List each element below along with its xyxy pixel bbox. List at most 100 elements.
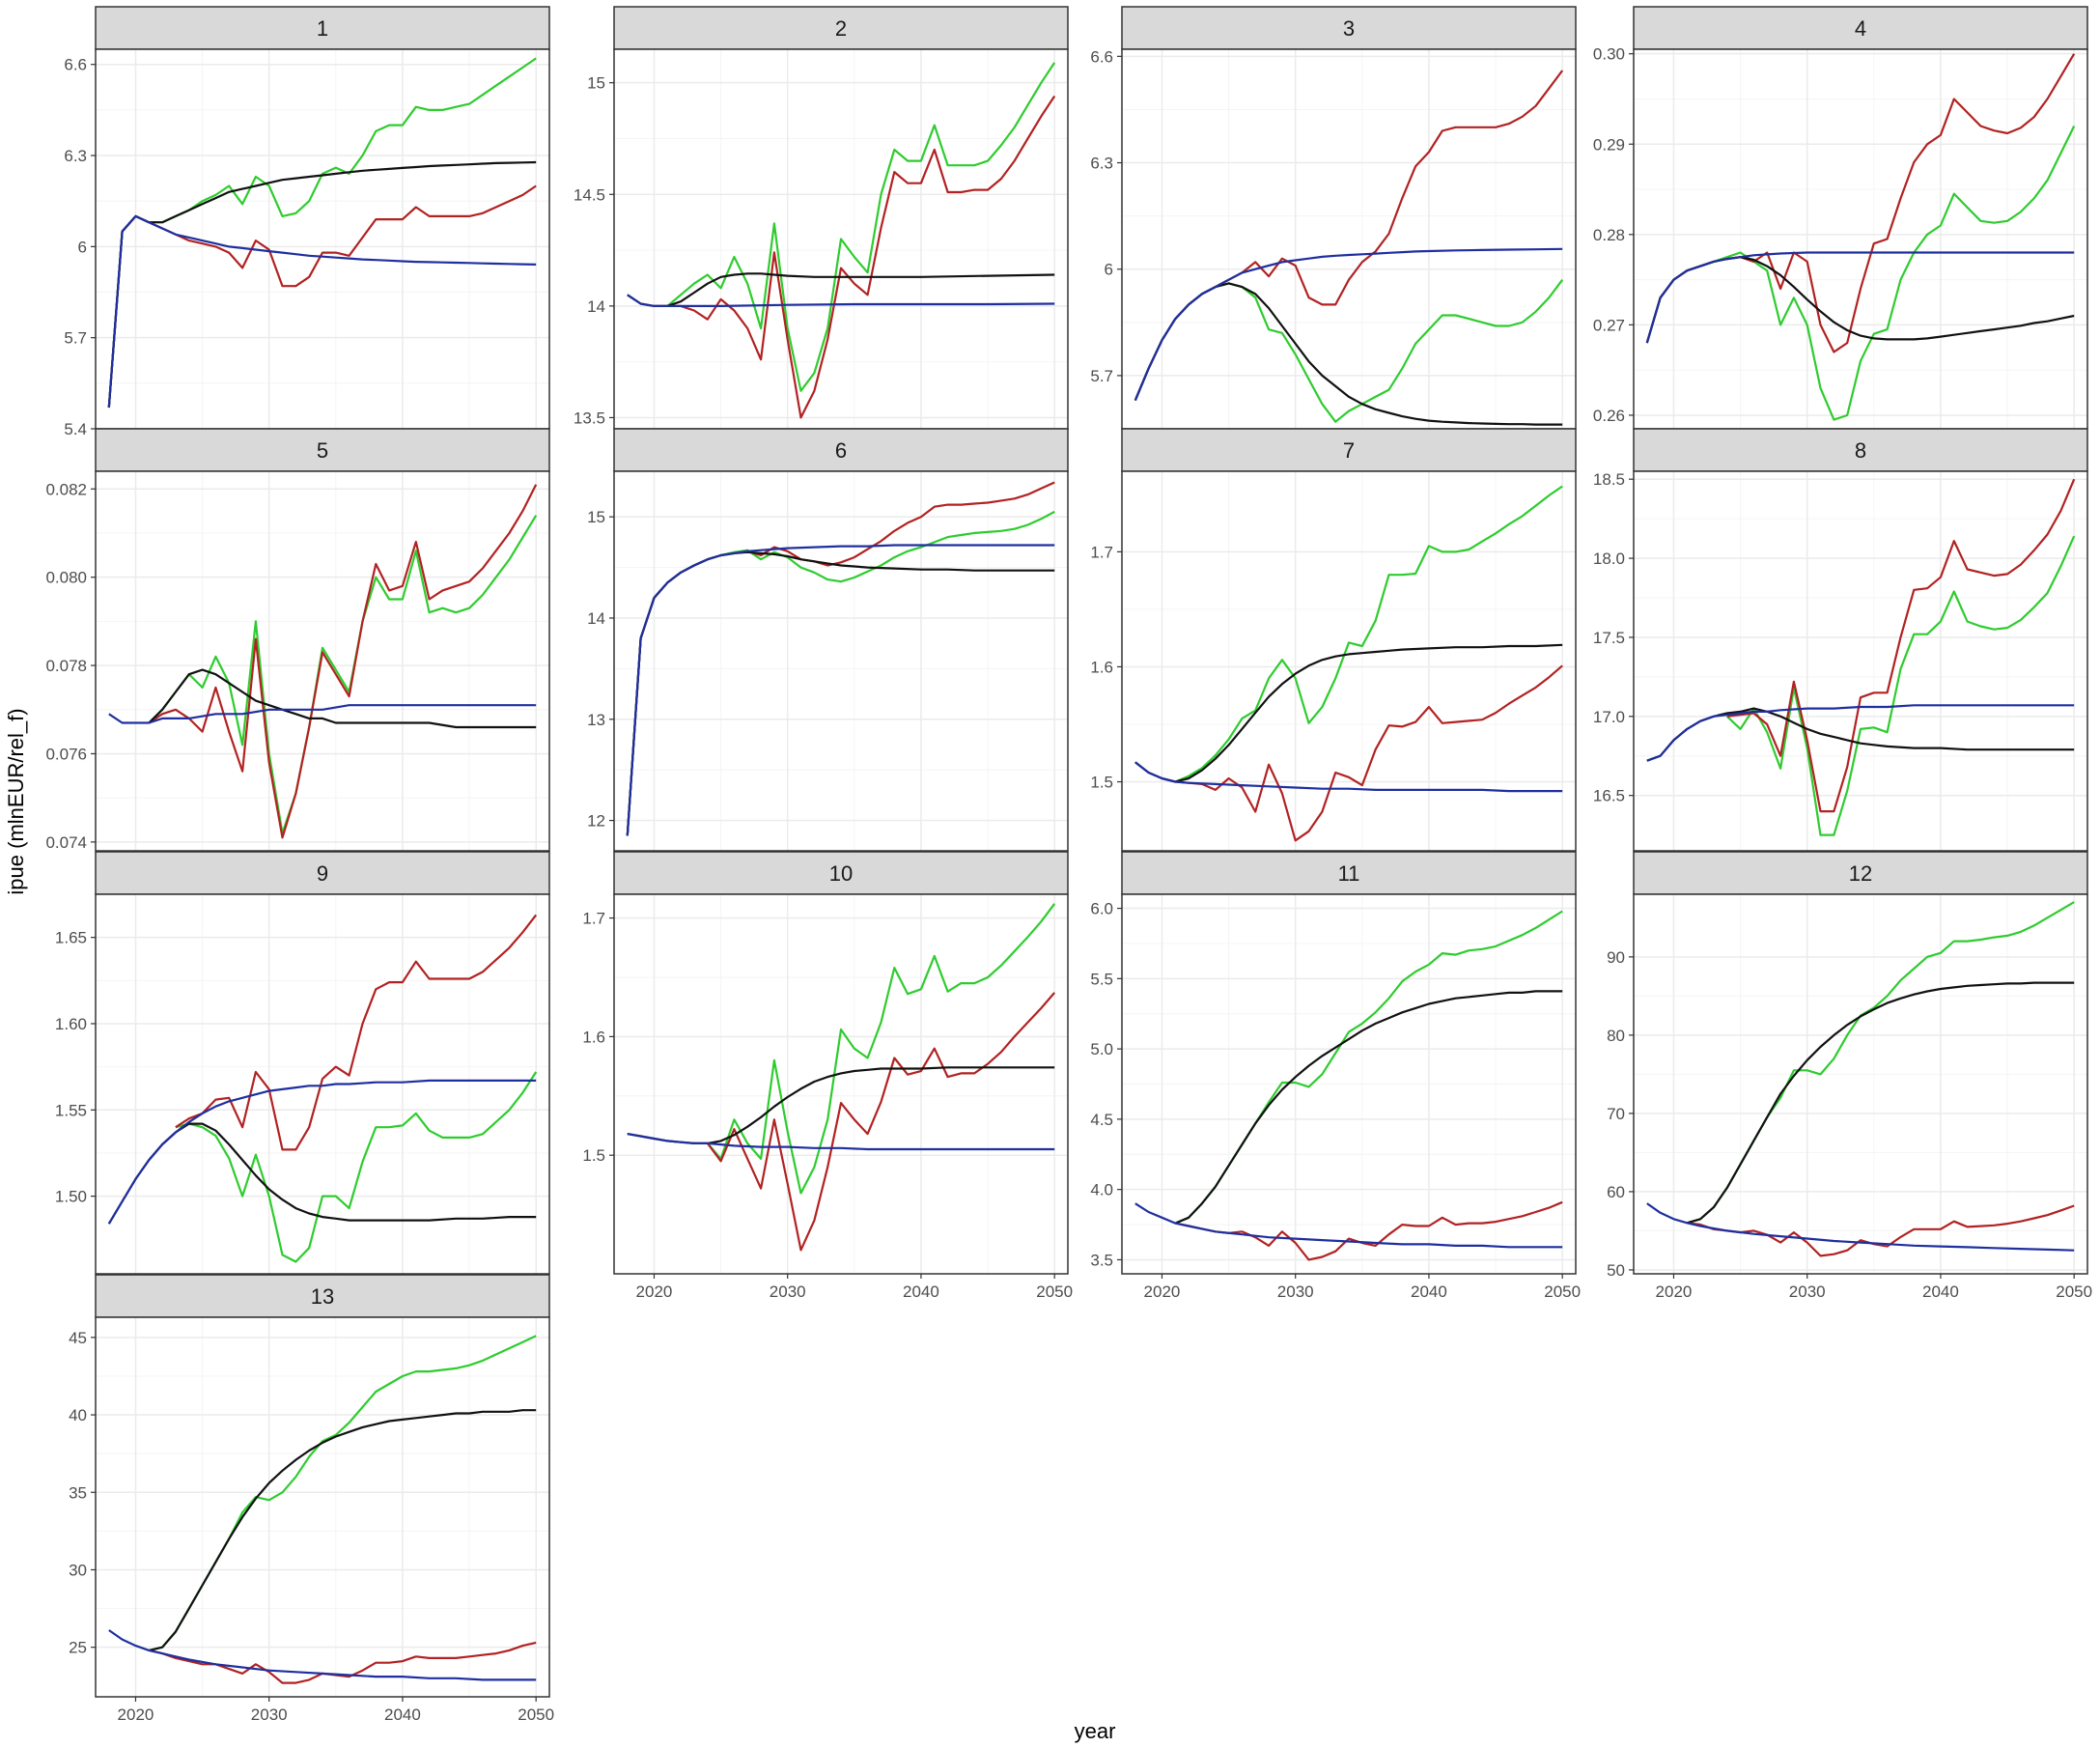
- y-tick-label: 50: [1607, 1261, 1625, 1280]
- y-tick-label: 6: [1105, 261, 1113, 279]
- facet-strip-label: 7: [1343, 438, 1355, 463]
- facet-strip: [95, 1274, 550, 1318]
- y-tick-label: 14: [587, 297, 605, 316]
- y-tick-label: 4.0: [1090, 1181, 1113, 1199]
- series-line-black: [148, 668, 537, 729]
- y-tick-label: 0.26: [1593, 407, 1625, 425]
- y-tick-label: 6.0: [1090, 900, 1113, 918]
- panel-background: [1634, 471, 2087, 851]
- y-tick-label: 1.7: [582, 910, 605, 928]
- facet-strip: [1633, 428, 2088, 472]
- y-tick-label: 0.29: [1593, 135, 1625, 154]
- series-line-red: [667, 95, 1056, 419]
- y-tick-label: 0.078: [45, 657, 87, 675]
- y-axis-title: ipue (mlnEUR/rel_f): [4, 708, 28, 894]
- facet-strip: [95, 428, 550, 472]
- panel-border: [95, 470, 550, 852]
- series-line-blue: [1134, 1202, 1563, 1249]
- y-tick-label: 1.65: [55, 929, 87, 947]
- x-tick-label: 2020: [1144, 1283, 1181, 1301]
- facet-panel-3: 3 5.7 6 6.3 6.6: [1090, 6, 1577, 434]
- series-line-green: [148, 515, 538, 834]
- x-tick-label: 2050: [2056, 1283, 2092, 1301]
- panel-background: [96, 1317, 549, 1697]
- x-tick-label: 2020: [636, 1283, 673, 1301]
- facet-panels: 15.45.766.36.6213.51414.51535.766.36.640…: [45, 6, 2092, 1724]
- y-tick-label: 0.27: [1593, 316, 1625, 334]
- series-line-red: [1726, 478, 2076, 813]
- facet-panel-4: 4 0.26 0.27 0.28 0.29 0.30: [1593, 6, 2088, 434]
- facet-strip-label: 8: [1855, 438, 1866, 463]
- x-tick-label: 2040: [1922, 1283, 1959, 1301]
- y-tick-label: 5.7: [1090, 367, 1113, 385]
- facet-strip: [95, 851, 550, 895]
- y-tick-label: 4.5: [1090, 1111, 1113, 1129]
- x-tick-label: 2030: [770, 1283, 806, 1301]
- facet-panel-1: 1 5.4 5.7 6 6.3 6.6: [64, 6, 550, 438]
- panel-background: [96, 49, 549, 429]
- series-line-blue: [108, 704, 537, 724]
- y-tick-label: 6.3: [64, 147, 87, 165]
- series-line-green: [666, 62, 1056, 392]
- x-tick-label: 2030: [1789, 1283, 1826, 1301]
- panel-background: [96, 471, 549, 851]
- y-tick-label: 14.5: [574, 185, 605, 204]
- series-line-blue: [1646, 704, 2075, 762]
- series-line-red: [706, 992, 1056, 1252]
- series-line-red: [148, 484, 538, 839]
- y-tick-label: 5.0: [1090, 1040, 1113, 1058]
- series-line-blue: [108, 1629, 537, 1681]
- facet-strip-label: 4: [1855, 16, 1866, 41]
- y-tick-label: 14: [587, 609, 605, 628]
- series-line-blue: [1645, 251, 2075, 344]
- panel-background: [1122, 49, 1576, 429]
- series-line-blue: [1134, 247, 1563, 402]
- panel-border: [613, 893, 1069, 1275]
- y-tick-label: 6.6: [1090, 47, 1113, 66]
- y-tick-label: 6.6: [64, 56, 87, 74]
- y-tick-label: 1.55: [55, 1101, 87, 1119]
- y-tick-label: 1.60: [55, 1015, 87, 1033]
- facet-panel-7: 7 1.5 1.6 1.7: [1090, 428, 1577, 856]
- x-tick-label: 2050: [518, 1706, 554, 1724]
- facet-strip-label: 9: [317, 861, 328, 886]
- y-tick-label: 45: [69, 1329, 87, 1347]
- facet-panel-10: 10 1.5 1.6 1.7 2020 2030 2040 2050: [582, 851, 1073, 1301]
- series-line-blue: [1134, 761, 1563, 793]
- y-tick-label: 35: [69, 1483, 87, 1502]
- y-tick-label: 15: [587, 74, 605, 93]
- y-tick-label: 40: [69, 1406, 87, 1424]
- facet-panel-11: 11 3.5 4.0 4.5 5.0 5.5 6.0 2020 2030 2040 2050: [1090, 851, 1581, 1301]
- y-tick-label: 25: [69, 1639, 87, 1657]
- y-tick-label: 1.50: [55, 1188, 87, 1206]
- y-tick-label: 13.5: [574, 409, 605, 427]
- facet-strip: [1633, 6, 2088, 50]
- facet-panel-12: 12 50 60 70 80 90 2020 2030 2040 2050: [1607, 851, 2092, 1301]
- panel-border: [1633, 893, 2088, 1275]
- y-tick-label: 15: [587, 508, 605, 526]
- facet-strip-label: 13: [311, 1284, 334, 1309]
- y-tick-label: 5.7: [64, 329, 87, 348]
- facet-panel-5: 5 0.074 0.076 0.078 0.080 0.082: [45, 428, 550, 856]
- series-line-black: [1134, 643, 1563, 783]
- facet-panel-9: 9 1.50 1.55 1.60 1.65: [55, 851, 550, 1279]
- series-line-green: [1174, 485, 1563, 783]
- y-tick-label: 1.7: [1090, 543, 1113, 561]
- facet-strip-label: 10: [829, 861, 853, 886]
- facet-strip: [613, 428, 1069, 472]
- y-tick-label: 18.0: [1593, 550, 1625, 568]
- x-axis-title: year: [1075, 1719, 1116, 1743]
- y-tick-label: 60: [1607, 1183, 1625, 1201]
- series-line-black: [149, 1409, 537, 1651]
- series-line-green: [706, 903, 1056, 1195]
- y-tick-label: 30: [69, 1561, 87, 1579]
- y-tick-label: 6.3: [1090, 155, 1113, 173]
- y-tick-label: 80: [1607, 1027, 1625, 1045]
- facet-strip-label: 12: [1849, 861, 1872, 886]
- y-tick-label: 13: [587, 711, 605, 729]
- panel-border: [613, 470, 1069, 852]
- y-tick-label: 0.30: [1593, 45, 1625, 64]
- y-tick-label: 6: [78, 238, 87, 256]
- x-tick-label: 2020: [118, 1706, 154, 1724]
- x-tick-label: 2040: [903, 1283, 939, 1301]
